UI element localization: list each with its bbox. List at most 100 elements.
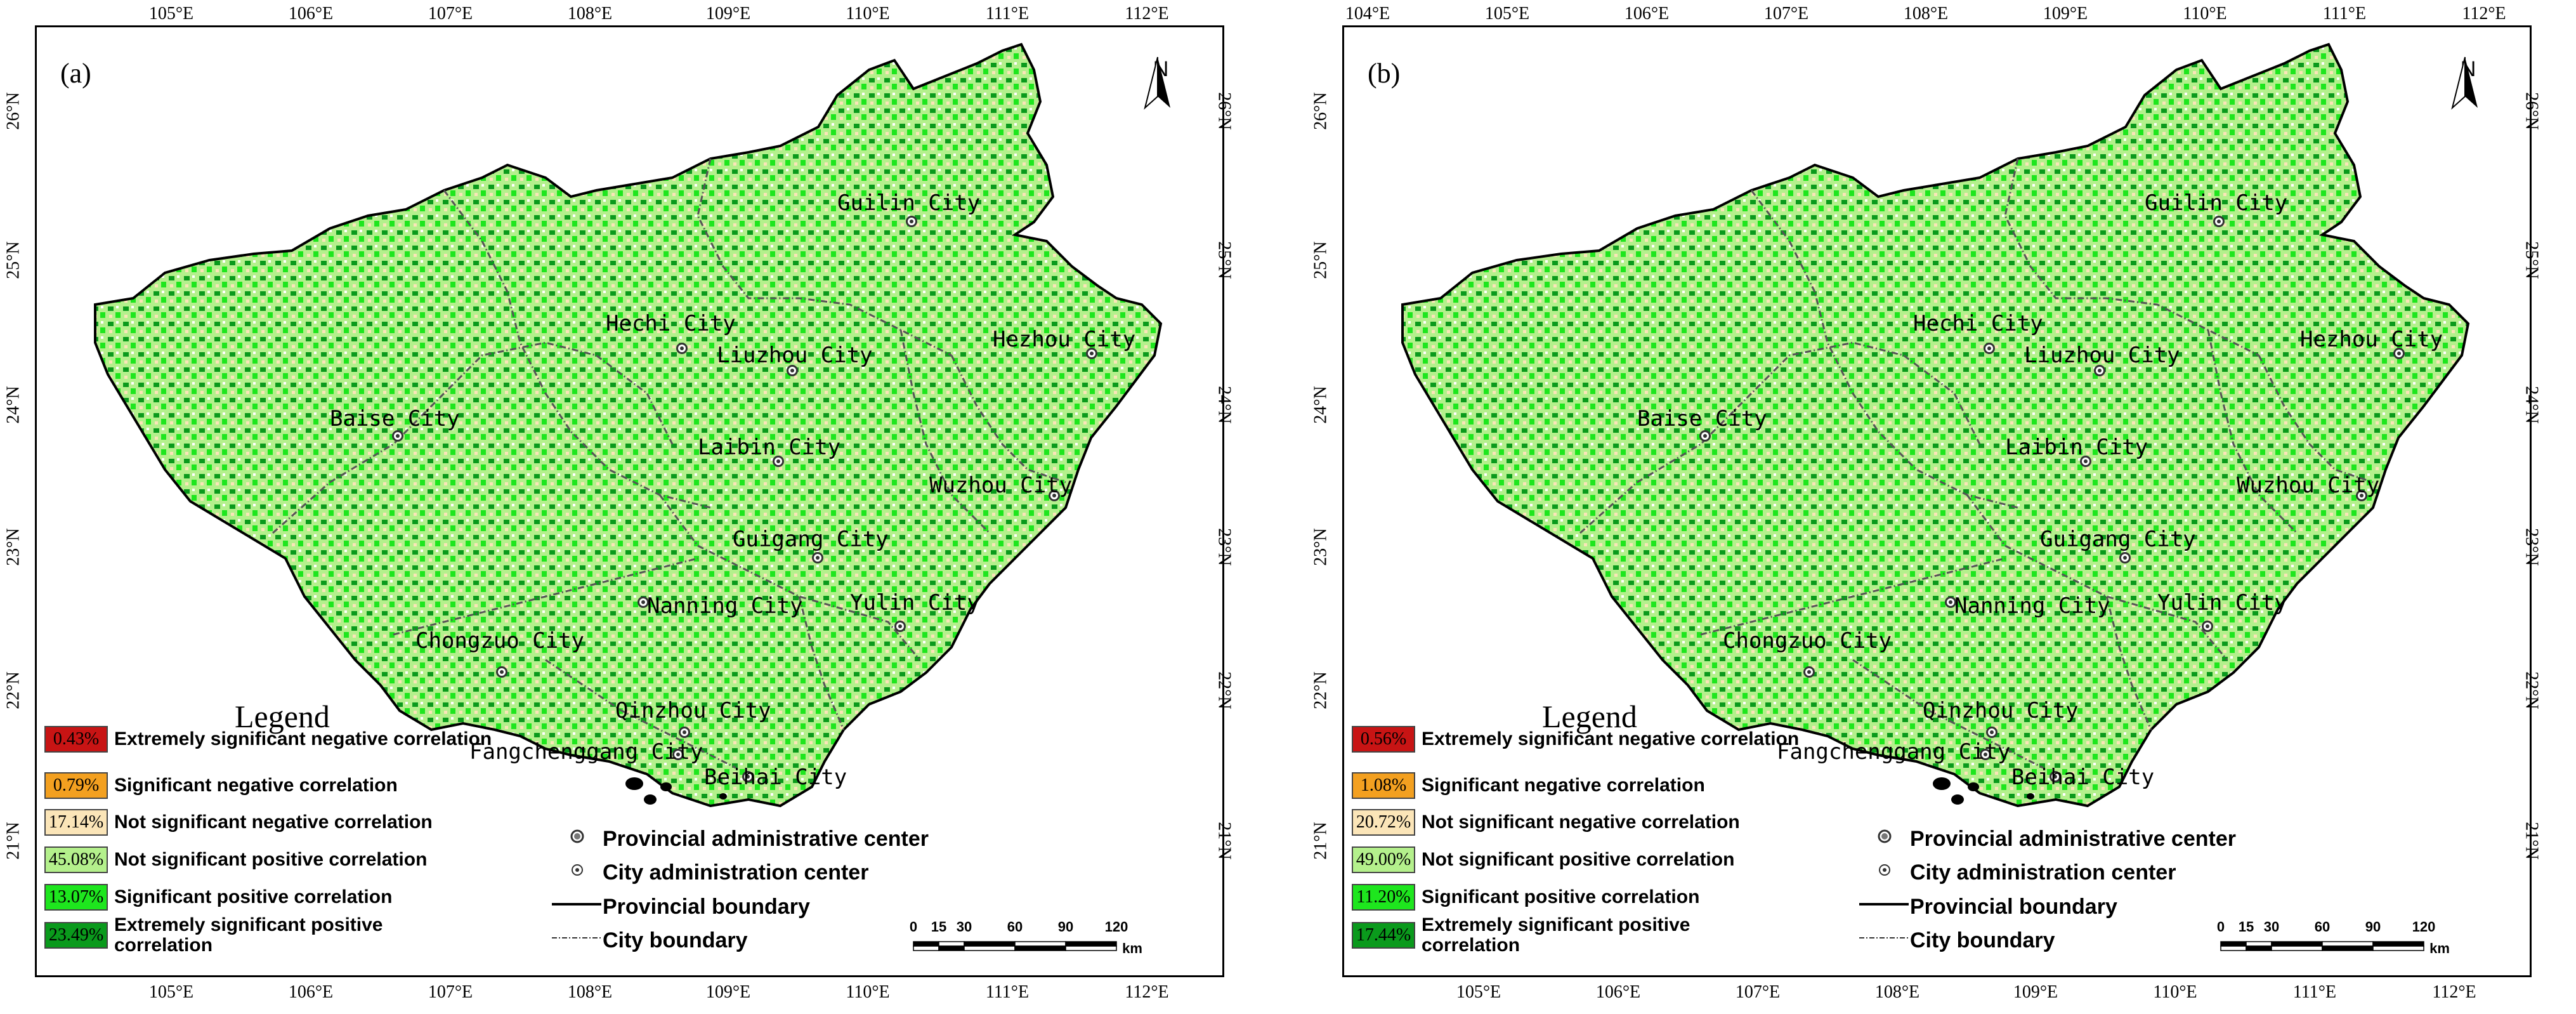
longitude-tick-top: 106°E (288, 4, 334, 23)
north-arrow-icon (1144, 56, 1170, 110)
longitude-tick-bottom: 105°E (1456, 982, 1501, 1002)
city-boundary-line (1852, 659, 2044, 769)
legend-label: Not significant negative correlation (114, 812, 433, 833)
city-center-marker (679, 727, 690, 738)
symbol-legend-label: Provincial boundary (1910, 895, 2117, 919)
city-center-marker (1984, 343, 1995, 354)
scale-label: 120 (2412, 919, 2436, 935)
city-center-marker (2393, 348, 2405, 359)
longitude-tick-bottom: 109°E (705, 982, 751, 1002)
city-boundary-line (2207, 329, 2298, 534)
city-label: Guilin City (837, 190, 981, 216)
longitude-tick-top: 109°E (705, 4, 751, 23)
longitude-tick-top: 106°E (1624, 4, 1670, 23)
city-label: Guigang City (2040, 527, 2196, 552)
city-center-marker (672, 749, 684, 760)
symbol-legend-item: Provincial boundary (1859, 895, 2117, 919)
symbol-legend-label: Provincial administrative center (1910, 827, 2236, 851)
legend-label: Extremely significant negative correlati… (1422, 728, 1800, 749)
map-panel-a: 105°E 106°E 107°E 108°E 109°E 110°E 111°E 112°E… (0, 0, 1269, 1014)
city-center-marker (2050, 771, 2061, 782)
city-center-marker (637, 596, 649, 608)
legend-swatch: 49.00% (1352, 846, 1415, 873)
symbol-legend-item: City administration center (552, 860, 868, 885)
longitude-tick-bottom: 108°E (567, 982, 613, 1002)
legend-item: 11.20% Significant positive correlation (1352, 883, 1777, 912)
legend-label: Not significant positive correlation (114, 849, 428, 870)
legend-title: Legend (235, 699, 330, 734)
city-label: Liuzhou City (717, 343, 873, 368)
longitude-tick-bottom: 107°E (1735, 982, 1781, 1002)
city-center-marker (2356, 490, 2367, 501)
legend-swatch: 0.56% (1352, 726, 1415, 753)
city-center-marker (906, 216, 917, 227)
city-center-marker (1049, 490, 1060, 501)
city-center-marker (496, 666, 507, 678)
city-boundary-line (2004, 158, 2259, 357)
island (1968, 782, 1979, 791)
longitude-tick-top: 107°E (428, 4, 473, 23)
city-label: Fangchenggang City (469, 739, 703, 765)
legend-item: 0.43% Extremely significant negative corr… (44, 725, 507, 754)
longitude-tick-bottom: 110°E (2153, 982, 2197, 1002)
city-center-marker (2094, 365, 2105, 376)
longitude-tick-top: 104°E (1345, 4, 1390, 23)
longitude-tick-bottom: 110°E (846, 982, 890, 1002)
legend-label: Extremely significant positive correlati… (114, 914, 383, 956)
legend-swatch: 20.72% (1352, 809, 1415, 836)
legend-item: 0.79% Significant negative correlation (44, 771, 469, 800)
legend-item: 0.56% Extremely significant negative corr… (1352, 725, 1815, 754)
longitude-tick-top: 105°E (1484, 4, 1530, 23)
symbol-legend-label: Provincial boundary (603, 895, 810, 919)
legend-label: Extremely significant negative correlati… (114, 728, 492, 749)
longitude-tick-bottom: 112°E (1125, 982, 1169, 1002)
longitude-tick-top: 110°E (2183, 4, 2227, 23)
city-label: Qinzhou City (1923, 698, 2079, 723)
map-panel-b: 104°E 105°E 106°E 107°E 108°E 109°E 110°E 111°E… (1307, 0, 2576, 1014)
longitude-tick-top: 105°E (148, 4, 194, 23)
legend-label: Significant negative correlation (114, 775, 398, 796)
legend-item: 17.14% Not significant negative correlati… (44, 808, 469, 837)
legend-swatch: 1.08% (1352, 772, 1415, 799)
city-label: Nanning City (1954, 593, 2110, 619)
legend-swatch: 17.14% (44, 809, 108, 836)
longitude-tick-bottom: 106°E (288, 982, 334, 1002)
city-boundary-line (798, 596, 845, 730)
symbol-legend-label: City boundary (1910, 928, 2055, 952)
island (660, 782, 672, 791)
city-label: Laibin City (2005, 435, 2148, 460)
city-boundary-line (658, 494, 921, 661)
scale-label: 90 (2365, 919, 2381, 935)
symbol-legend-item: Provincial administrative center (552, 827, 929, 852)
island (719, 793, 727, 800)
city-label: Guigang City (733, 527, 889, 552)
city-center-marker (1945, 596, 1956, 608)
longitude-tick-top: 109°E (2043, 4, 2088, 23)
scale-label: 15 (931, 919, 947, 935)
city-boundary-line (1750, 190, 2018, 509)
legend-swatch: 45.08% (44, 846, 108, 873)
scale-bar-graphic (2220, 941, 2424, 951)
symbol-legend-item: City boundary (552, 928, 748, 953)
city-boundary-line (696, 158, 952, 357)
legend-item: 1.08% Significant negative correlation (1352, 771, 1777, 800)
city-label: Yulin City (850, 590, 980, 616)
longitude-tick-top: 111°E (985, 4, 1030, 23)
city-label: Hechi City (606, 311, 736, 336)
city-center-marker (1699, 430, 1711, 442)
city-boundary-line (1579, 341, 1981, 534)
city-center-marker (812, 552, 823, 563)
longitude-tick-top: 108°E (1903, 4, 1949, 23)
city-center-marker (1803, 666, 1815, 678)
province-outline (94, 43, 1163, 808)
city-label: Fangchenggang City (1777, 739, 2011, 765)
scale-label: 120 (1104, 919, 1128, 935)
city-label: Guilin City (2145, 190, 2288, 216)
north-arrow-icon (2451, 56, 2478, 110)
city-center-marker (742, 771, 754, 782)
city-label: Hezhou City (993, 327, 1136, 352)
north-arrow: N (2449, 56, 2487, 110)
north-arrow: N (1142, 56, 1180, 110)
city-label: Beihai City (704, 765, 847, 790)
longitude-tick-bottom: 112°E (2432, 982, 2476, 1002)
